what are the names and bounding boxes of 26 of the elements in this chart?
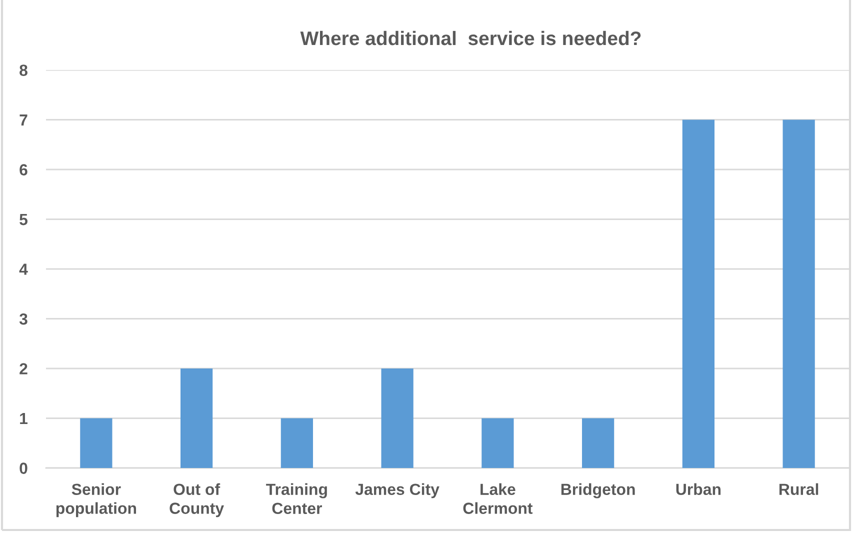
y-tick-label: 2	[20, 363, 28, 374]
y-tick-label: 1	[20, 413, 28, 424]
y-tick-label: 0	[20, 462, 28, 474]
y-tick-label: 8	[20, 64, 28, 76]
bar	[80, 418, 112, 468]
x-tick-label: Senior population	[56, 483, 136, 518]
bar	[682, 120, 714, 468]
bar	[582, 418, 614, 468]
chart-title: Where additional service is needed?	[300, 30, 641, 46]
x-tick-label: Urban	[676, 483, 721, 496]
x-tick-label: Lake Clermont	[463, 483, 533, 514]
y-tick-label: 4	[19, 264, 28, 275]
x-tick-label: James City	[355, 483, 440, 498]
y-tick-label: 7	[20, 114, 28, 126]
x-tick-label: Bridgeton	[561, 483, 635, 498]
y-tick-label: 6	[20, 164, 28, 176]
y-tick-label: 5	[20, 214, 28, 226]
x-tick-label: Training Center	[266, 483, 327, 514]
y-tick-label: 3	[19, 313, 28, 325]
bar	[482, 418, 514, 468]
bar	[782, 120, 815, 468]
bar	[280, 418, 313, 468]
bar	[180, 368, 213, 468]
bar	[381, 368, 414, 468]
x-tick-label: Out of County	[170, 483, 224, 518]
x-tick-label: Rural	[779, 483, 818, 496]
